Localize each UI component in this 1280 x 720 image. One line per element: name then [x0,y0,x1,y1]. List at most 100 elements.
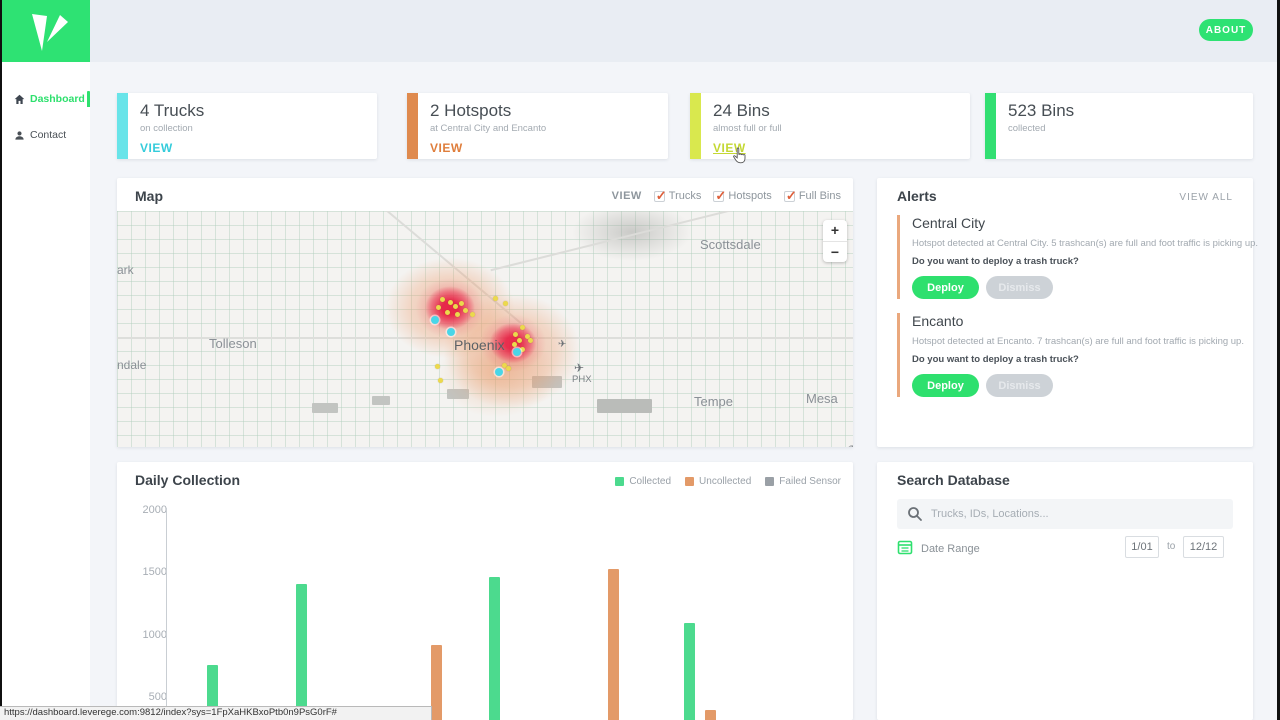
improve-map-link[interactable]: Improve this map [852,444,853,447]
map-building-patch [447,389,469,399]
zoom-out-button[interactable]: − [823,241,847,262]
checkbox-checked-icon[interactable] [653,188,667,204]
y-tick: 500 [148,691,167,703]
card-subtitle: on collection [140,123,193,134]
dismiss-button[interactable]: Dismiss [986,276,1053,299]
full-bin-marker[interactable] [453,304,458,309]
sidebar-item-dashboard[interactable]: Dashboard [2,90,90,108]
dismiss-button[interactable]: Dismiss [986,374,1053,397]
truck-marker[interactable] [447,328,455,336]
full-bin-marker[interactable] [463,308,468,313]
view-link[interactable]: VIEW [430,141,463,155]
legend-swatch-uncollected [685,477,695,486]
full-bin-marker[interactable] [448,300,453,305]
map-label-mesa: Mesa [806,391,838,406]
cursor-pointer-icon [733,147,746,164]
full-bin-marker[interactable] [440,297,445,302]
full-bin-marker[interactable] [503,301,508,306]
y-axis [166,508,167,720]
sidebar-item-contact[interactable]: Contact [2,126,90,144]
alerts-title: Alerts [897,188,937,204]
airport-phx-icon: ✈ [574,361,585,375]
leverege-logo[interactable] [2,0,90,62]
map-label-glendale: ndale [117,358,147,372]
truck-marker[interactable] [431,316,439,324]
truck-marker[interactable] [513,348,521,356]
full-bin-marker[interactable] [512,342,517,347]
filter-trucks[interactable]: Trucks [653,188,701,204]
chart-title: Daily Collection [135,472,241,488]
full-bin-marker[interactable] [493,296,498,301]
full-bin-marker[interactable] [520,347,525,352]
checkbox-checked-icon[interactable] [713,188,726,204]
full-bin-marker[interactable] [470,312,475,317]
map-view-link[interactable]: VIEW [611,190,642,202]
map-zoom-control: + − [823,220,847,262]
full-bin-marker[interactable] [525,334,530,339]
stat-card-hotspots: 2 Hotspots at Central City and Encanto V… [407,93,668,159]
map-label-tempe: Tempe [694,394,734,409]
date-from-input[interactable] [1125,536,1159,558]
alert-central-city: Central City Hotspot detected at Central… [897,215,1259,299]
full-bin-marker[interactable] [502,363,507,368]
legend-label: Uncollected [699,476,752,487]
contact-person-icon [15,130,24,140]
card-accent [117,93,128,159]
full-bin-marker[interactable] [513,332,518,337]
full-bin-marker[interactable] [436,305,441,310]
map-label-tolleson: Tolleson [209,336,257,351]
chart-bar [431,644,442,720]
full-bin-marker[interactable] [438,378,443,383]
search-input[interactable] [931,499,1226,529]
airplane-icon: ✈ [558,339,567,350]
zoom-in-button[interactable]: + [830,222,840,238]
date-to-input[interactable] [1183,536,1224,558]
card-accent [407,93,418,159]
search-title: Search Database [897,472,1010,488]
full-bin-marker[interactable] [506,366,511,371]
about-button[interactable]: ABOUT [1199,19,1253,41]
card-subtitle: almost full or full [713,123,782,134]
date-to-label: to [1167,541,1176,552]
date-range-label: Date Range [921,543,980,555]
filter-full-bins[interactable]: Full Bins [783,188,841,204]
deploy-button[interactable]: Deploy [912,374,979,397]
checkbox-checked-icon[interactable] [783,188,797,204]
full-bin-marker[interactable] [517,338,522,343]
full-bin-marker[interactable] [459,301,464,306]
y-tick: 2000 [142,504,167,516]
card-subtitle: at Central City and Encanto [430,123,547,134]
truck-marker[interactable] [495,368,503,376]
top-header [2,0,1277,62]
map-canvas[interactable]: ark Tolleson ndale Scottsdale Phoenix Te… [117,211,853,447]
legend-label: Collected [629,476,672,487]
map-label-phoenix: Phoenix [454,337,505,353]
alert-title: Encanto [912,313,964,329]
letterbox-left [0,0,2,720]
daily-collection-panel: Daily Collection Collected Uncollected F… [117,462,853,720]
y-tick: 1000 [142,629,167,641]
full-bin-marker[interactable] [445,310,450,315]
full-bin-marker[interactable] [455,312,460,317]
map-panel: Map VIEW Trucks Hotspots Full Bins [117,178,853,447]
card-title: 24 Bins [713,101,770,120]
chart-bar [608,568,619,720]
filter-label: Full Bins [798,190,841,202]
active-indicator [87,91,90,107]
deploy-button[interactable]: Deploy [912,276,979,299]
alert-message: Hotspot detected at Central City. 5 tras… [912,238,1259,249]
map-building-patch [532,376,562,388]
full-bin-marker[interactable] [435,364,440,369]
chart-legend: Collected Uncollected Failed Sensor [615,476,841,487]
full-bin-marker[interactable] [528,338,533,343]
view-link[interactable]: VIEW [140,141,173,155]
chart-bar [296,583,307,720]
chart-bar [489,577,500,720]
map-panel-title: Map [135,188,163,204]
view-all-link[interactable]: VIEW ALL [1179,192,1233,203]
sidebar: Dashboard Contact [2,62,90,720]
filter-hotspots[interactable]: Hotspots [713,188,772,204]
stat-card-trucks: 4 Trucks on collection VIEW [117,93,377,159]
card-title: 523 Bins [1008,101,1075,120]
full-bin-marker[interactable] [520,325,525,330]
